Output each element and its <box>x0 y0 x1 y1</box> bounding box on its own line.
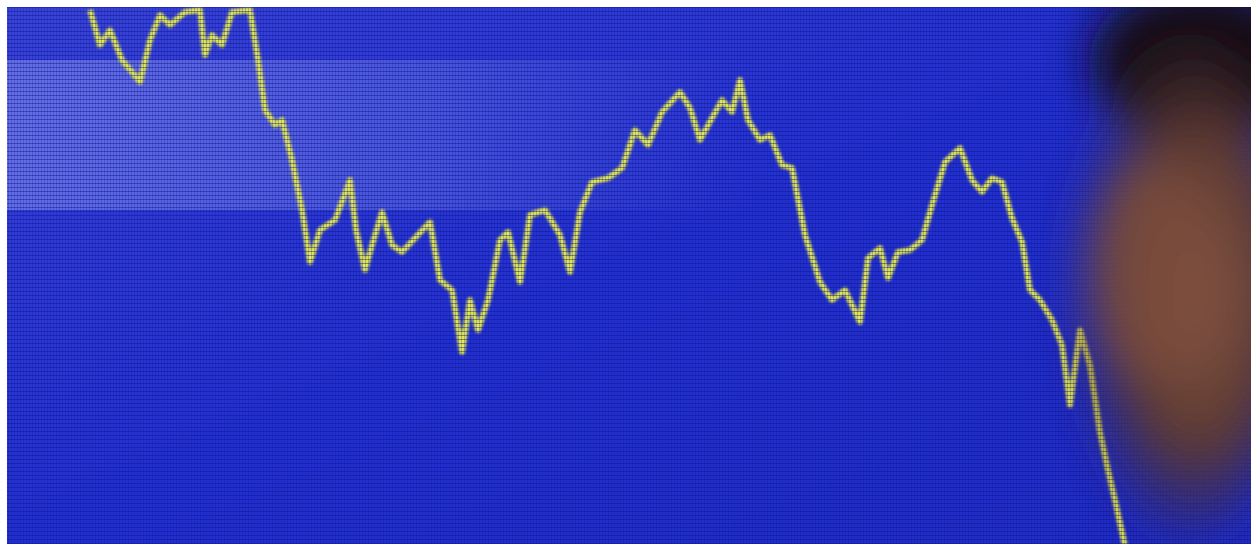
cheek <box>1090 160 1210 380</box>
border-top <box>0 0 1258 7</box>
border-bottom <box>0 544 1258 551</box>
blurred-face <box>1065 0 1258 540</box>
scanlines <box>7 7 1251 544</box>
border-right <box>1251 0 1258 551</box>
border-left <box>0 0 7 551</box>
